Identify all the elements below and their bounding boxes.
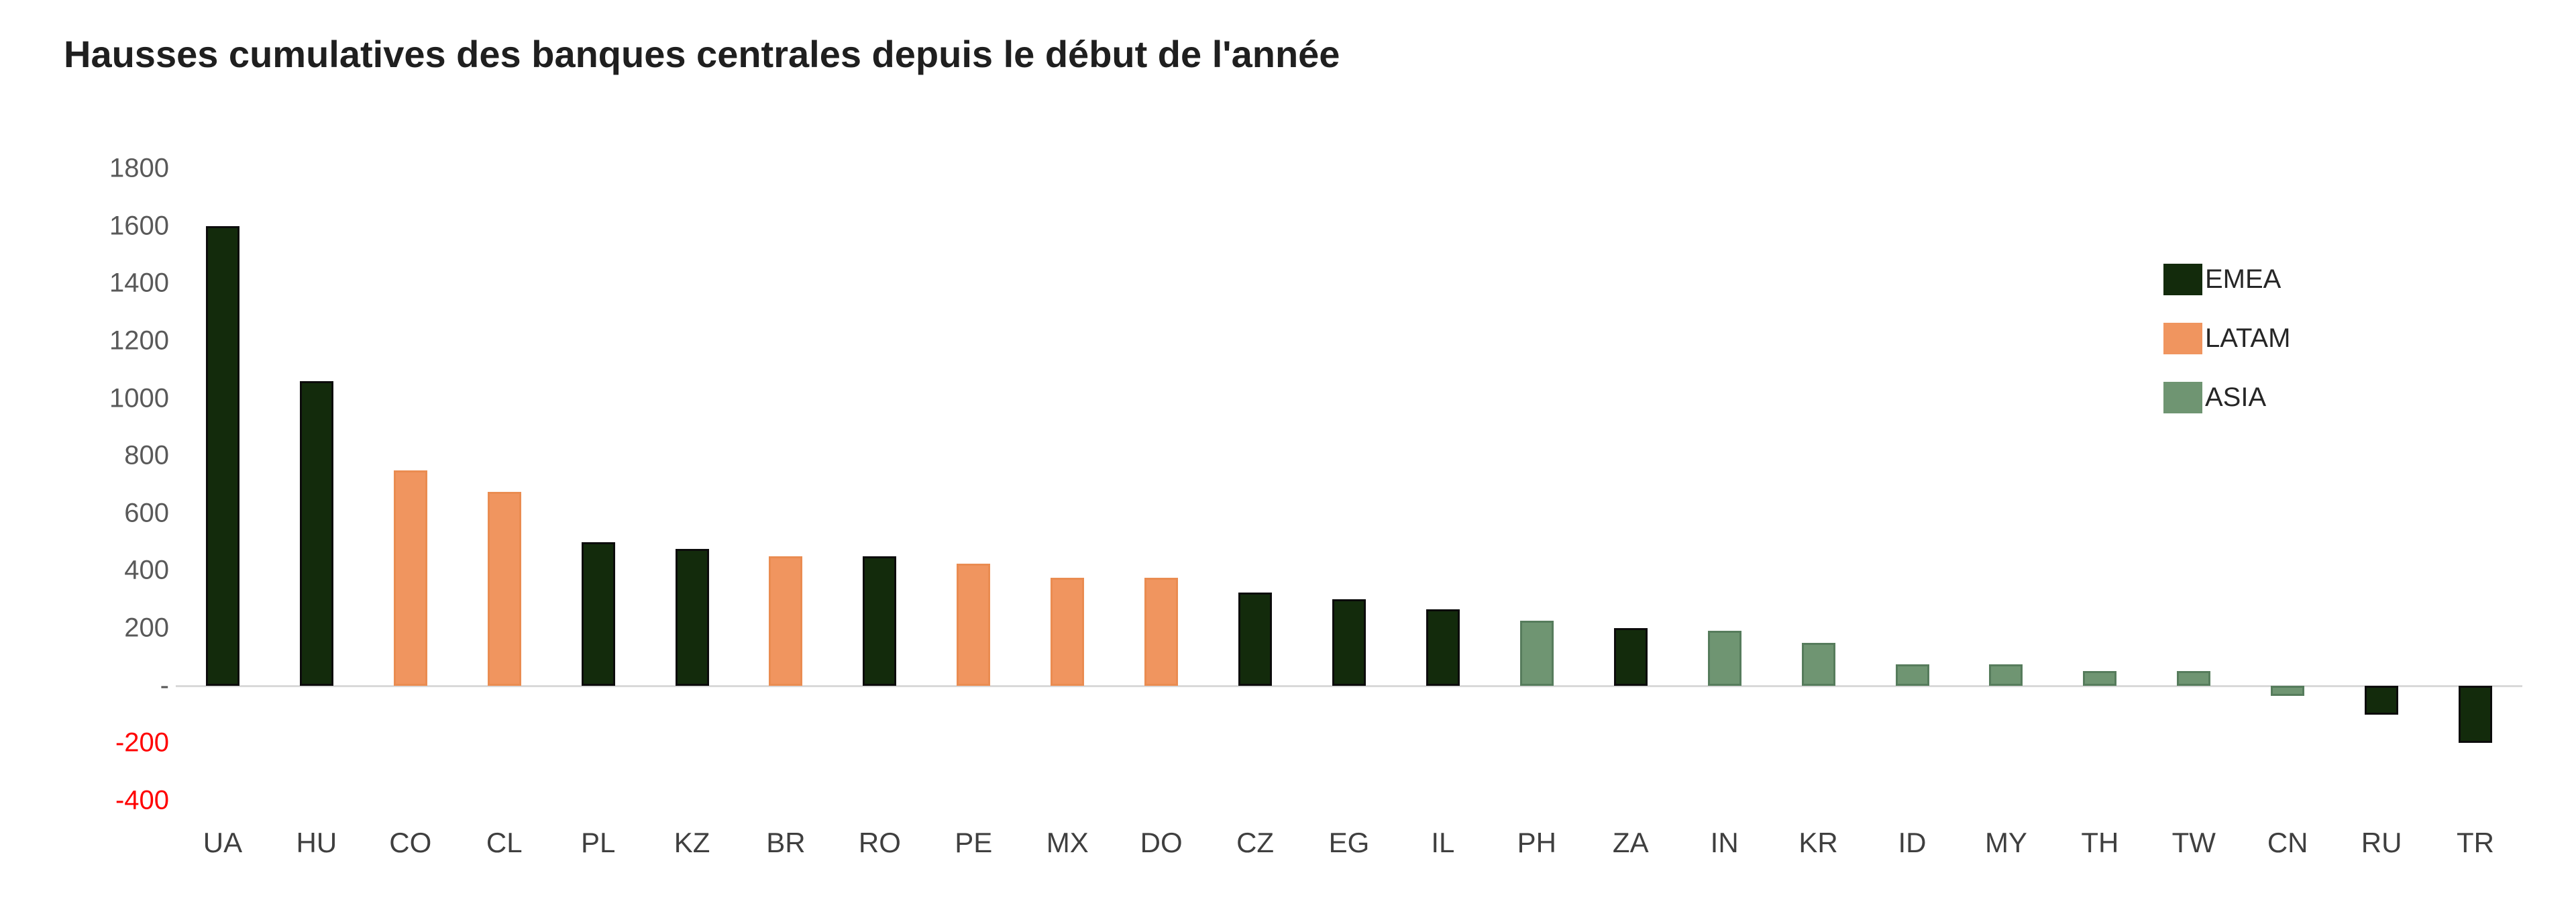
bar-slot-HU (270, 0, 364, 918)
y-tick-label: -400 (115, 785, 169, 815)
bar-slot-IL (1396, 0, 1490, 918)
chart-bar-TH (2083, 671, 2117, 686)
legend-swatch-asia (2163, 381, 2202, 413)
chart-bar-PH (1519, 621, 1554, 686)
y-tick-label: 1600 (109, 211, 169, 241)
bar-slot-CL (458, 0, 551, 918)
bar-slot-MX (1020, 0, 1114, 918)
bar-slot-BR (739, 0, 833, 918)
x-tick-label-DO: DO (1140, 827, 1183, 858)
y-tick-label: 600 (124, 498, 169, 528)
legend-swatch-latam (2163, 322, 2202, 354)
y-tick-label: 200 (124, 613, 169, 643)
chart-bar-BR (769, 556, 803, 686)
y-tick-label: 800 (124, 440, 169, 470)
chart-bar-CO (393, 470, 427, 686)
x-tick-label-HU: HU (296, 827, 337, 858)
x-tick-label-TH: TH (2081, 827, 2119, 858)
bar-slot-KR (1772, 0, 1866, 918)
chart-bar-ID (1895, 664, 1929, 686)
x-tick-label-UA: UA (203, 827, 243, 858)
x-tick-label-TR: TR (2457, 827, 2495, 858)
x-tick-label-RU: RU (2361, 827, 2402, 858)
chart-bar-MX (1051, 578, 1085, 686)
legend-label: ASIA (2205, 382, 2267, 412)
x-tick-label-PH: PH (1517, 827, 1557, 858)
x-tick-label-CL: CL (486, 827, 523, 858)
legend-swatch-emea (2163, 263, 2202, 295)
bar-slot-ID (1866, 0, 1960, 918)
chart-bar-UA (205, 225, 239, 686)
x-tick-label-IN: IN (1710, 827, 1739, 858)
chart-bar-RO (863, 556, 897, 686)
y-tick-label: - (160, 670, 169, 701)
chart-bar-EG (1332, 599, 1366, 686)
x-tick-label-KR: KR (1799, 827, 1838, 858)
x-tick-label-IL: IL (1431, 827, 1455, 858)
bar-slot-IN (1678, 0, 1772, 918)
bar-slot-EG (1302, 0, 1396, 918)
chart-bar-TW (2177, 671, 2211, 686)
x-tick-label-ZA: ZA (1612, 827, 1649, 858)
y-tick-label: 1800 (109, 153, 169, 183)
legend-label: EMEA (2205, 264, 2282, 294)
legend-item-emea: EMEA (2163, 263, 2281, 295)
x-tick-label-CN: CN (2267, 827, 2308, 858)
x-tick-label-PE: PE (955, 827, 993, 858)
chart-bar-ZA (1613, 628, 1648, 686)
chart-bar-MY (1989, 664, 2023, 686)
chart-bar-IL (1426, 609, 1460, 686)
chart-bar-IN (1707, 631, 1741, 686)
chart-bar-KZ (675, 549, 709, 686)
bar-slot-ZA (1584, 0, 1678, 918)
x-tick-label-MY: MY (1984, 827, 2027, 858)
y-tick-label: -200 (115, 727, 169, 758)
x-tick-label-ID: ID (1898, 827, 1927, 858)
legend-item-latam: LATAM (2163, 322, 2290, 354)
x-axis-line (176, 684, 2522, 687)
chart-bar-CN (2271, 685, 2305, 696)
bar-slot-DO (1114, 0, 1208, 918)
bar-slot-RO (833, 0, 926, 918)
chart-bar-TR (2459, 685, 2493, 744)
chart-bar-PE (957, 563, 991, 686)
chart-bar-KR (1801, 642, 1835, 686)
x-tick-label-PL: PL (580, 827, 616, 858)
chart-bar-HU (299, 380, 333, 686)
bar-slot-TH (2053, 0, 2147, 918)
y-tick-label: 400 (124, 555, 169, 585)
bar-slot-PE (926, 0, 1020, 918)
bar-slot-RU (2334, 0, 2428, 918)
bar-slot-CN (2241, 0, 2334, 918)
bar-slot-KZ (645, 0, 739, 918)
bar-slot-TW (2147, 0, 2241, 918)
x-tick-label-MX: MX (1046, 827, 1089, 858)
bar-slot-PH (1490, 0, 1584, 918)
bar-slot-TR (2428, 0, 2522, 918)
y-tick-label: 1000 (109, 383, 169, 413)
x-tick-label-TW: TW (2171, 827, 2216, 858)
legend-label: LATAM (2205, 323, 2291, 353)
chart-bar-RU (2365, 685, 2399, 715)
y-tick-label: 1200 (109, 325, 169, 356)
bar-slot-CO (364, 0, 458, 918)
x-tick-label-KZ: KZ (674, 827, 710, 858)
chart-bar-CZ (1238, 592, 1273, 686)
chart-bar-CL (487, 491, 521, 686)
bar-slot-PL (551, 0, 645, 918)
bar-slot-UA (176, 0, 270, 918)
x-tick-label-CO: CO (389, 827, 432, 858)
page-title: Hausses cumulatives des banques centrale… (64, 33, 1340, 75)
legend-item-asia: ASIA (2163, 381, 2266, 413)
chart-bar-DO (1144, 578, 1179, 686)
y-tick-label: 1400 (109, 268, 169, 298)
x-tick-label-RO: RO (858, 827, 901, 858)
x-tick-label-BR: BR (766, 827, 806, 858)
x-tick-label-EG: EG (1328, 827, 1370, 858)
bar-slot-CZ (1208, 0, 1302, 918)
chart-bar-PL (581, 542, 615, 686)
bar-slot-MY (1959, 0, 2053, 918)
x-tick-label-CZ: CZ (1236, 827, 1275, 858)
